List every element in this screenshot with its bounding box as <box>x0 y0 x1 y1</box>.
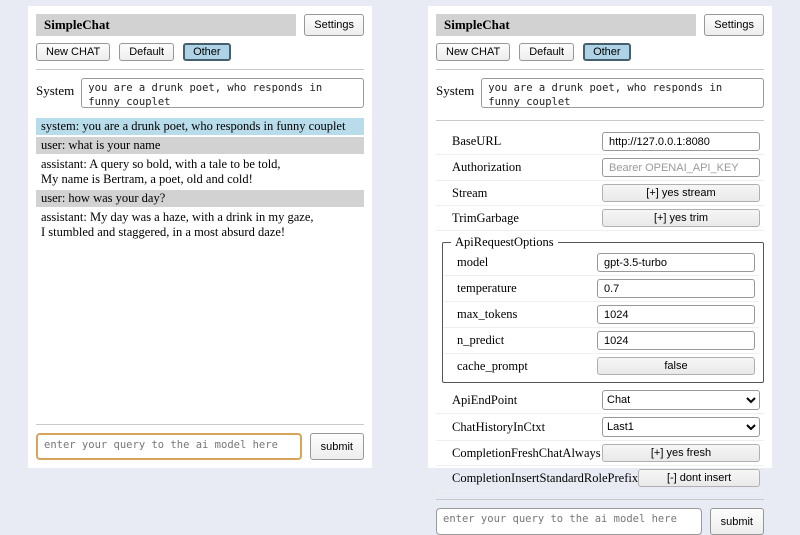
chat-message-system: system: you are a drunk poet, who respon… <box>36 118 364 135</box>
model-input[interactable] <box>597 253 755 272</box>
api-endpoint-label: ApiEndPoint <box>452 392 518 407</box>
divider <box>436 120 764 121</box>
completion-fresh-chat-always-toggle-button[interactable]: [+] yes fresh <box>602 444 760 462</box>
model-label: model <box>457 255 489 269</box>
settings-button[interactable]: Settings <box>304 14 364 36</box>
settings-header: SimpleChat Settings <box>436 14 764 36</box>
submit-button[interactable]: submit <box>309 433 364 460</box>
system-label: System <box>436 83 475 98</box>
setting-chat-history-in-ctxt: ChatHistoryInCtxt Last1 <box>436 414 764 441</box>
settings-button[interactable]: Settings <box>704 14 764 36</box>
setting-authorization: Authorization <box>436 155 764 181</box>
divider <box>436 499 764 500</box>
setting-stream: Stream [+] yes stream <box>436 181 764 206</box>
max-tokens-label: max_tokens <box>457 307 518 321</box>
authorization-input[interactable] <box>602 158 760 177</box>
setting-completion-insert-standard-role-prefix: CompletionInsertStandardRolePrefix [-] d… <box>436 466 764 491</box>
settings-list: BaseURL Authorization Stream [+] yes str… <box>436 129 764 491</box>
system-prompt-input[interactable]: you are a drunk poet, who responds in fu… <box>481 78 764 108</box>
session-buttons: New CHAT Default Other <box>436 43 764 61</box>
completion-insert-standard-role-prefix-toggle-button[interactable]: [-] dont insert <box>638 469 760 487</box>
api-request-options-fieldset: ApiRequestOptions model temperature max_… <box>442 235 764 383</box>
setting-cache-prompt: cache_prompt false <box>443 354 759 378</box>
setting-api-endpoint: ApiEndPoint Chat <box>436 387 764 414</box>
chat-message-assistant: assistant: A query so bold, with a tale … <box>36 156 364 188</box>
chat-history-in-ctxt-select[interactable]: Last1 <box>602 417 760 437</box>
baseurl-input[interactable] <box>602 132 760 151</box>
system-prompt-row: System you are a drunk poet, who respond… <box>436 78 764 108</box>
baseurl-label: BaseURL <box>452 134 502 148</box>
session-default-button[interactable]: Default <box>119 43 175 61</box>
n-predict-input[interactable] <box>597 331 755 350</box>
chat-panel: SimpleChat Settings New CHAT Default Oth… <box>28 6 372 468</box>
submit-button[interactable]: submit <box>709 508 764 535</box>
query-row: submit <box>436 508 764 535</box>
session-buttons: New CHAT Default Other <box>36 43 364 61</box>
query-input[interactable] <box>36 433 302 460</box>
cache-prompt-label: cache_prompt <box>457 358 528 373</box>
temperature-input[interactable] <box>597 279 755 298</box>
session-default-button[interactable]: Default <box>519 43 575 61</box>
setting-completion-fresh-chat-always: CompletionFreshChatAlways [+] yes fresh <box>436 441 764 466</box>
system-prompt-input[interactable]: you are a drunk poet, who responds in fu… <box>81 78 364 108</box>
setting-temperature: temperature <box>443 276 759 302</box>
system-prompt-row: System you are a drunk poet, who respond… <box>36 78 364 108</box>
api-request-options-legend: ApiRequestOptions <box>455 235 554 249</box>
stream-label: Stream <box>452 185 488 200</box>
setting-trimgarbage: TrimGarbage [+] yes trim <box>436 206 764 231</box>
app-title: SimpleChat <box>436 14 697 36</box>
system-label: System <box>36 83 75 98</box>
divider <box>36 424 364 425</box>
settings-panel: SimpleChat Settings New CHAT Default Oth… <box>428 6 772 535</box>
divider <box>36 69 364 70</box>
trimgarbage-label: TrimGarbage <box>452 210 519 225</box>
completion-insert-standard-role-prefix-label: CompletionInsertStandardRolePrefix <box>452 470 639 485</box>
chat-message-list: system: you are a drunk poet, who respon… <box>36 118 364 243</box>
new-chat-button[interactable]: New CHAT <box>36 43 111 61</box>
page: SimpleChat Settings New CHAT Default Oth… <box>28 6 772 535</box>
temperature-label: temperature <box>457 281 517 295</box>
completion-fresh-chat-always-label: CompletionFreshChatAlways <box>452 445 601 460</box>
app-title: SimpleChat <box>36 14 297 36</box>
setting-baseurl: BaseURL <box>436 129 764 155</box>
api-endpoint-select[interactable]: Chat <box>602 390 760 410</box>
session-other-button[interactable]: Other <box>583 43 631 61</box>
cache-prompt-toggle-button[interactable]: false <box>597 357 755 375</box>
chat-message-assistant: assistant: My day was a haze, with a dri… <box>36 209 364 241</box>
max-tokens-input[interactable] <box>597 305 755 324</box>
stream-toggle-button[interactable]: [+] yes stream <box>602 184 760 202</box>
chat-header: SimpleChat Settings <box>36 14 364 36</box>
setting-max-tokens: max_tokens <box>443 302 759 328</box>
query-input[interactable] <box>436 508 702 535</box>
authorization-label: Authorization <box>452 160 522 174</box>
chat-message-user: user: what is your name <box>36 137 364 154</box>
chat-history-in-ctxt-label: ChatHistoryInCtxt <box>452 419 546 434</box>
query-row: submit <box>36 433 364 460</box>
divider <box>436 69 764 70</box>
setting-n-predict: n_predict <box>443 328 759 354</box>
setting-model: model <box>443 250 759 276</box>
chat-message-user: user: how was your day? <box>36 190 364 207</box>
session-other-button[interactable]: Other <box>183 43 231 61</box>
new-chat-button[interactable]: New CHAT <box>436 43 511 61</box>
n-predict-label: n_predict <box>457 333 505 347</box>
trimgarbage-toggle-button[interactable]: [+] yes trim <box>602 209 760 227</box>
